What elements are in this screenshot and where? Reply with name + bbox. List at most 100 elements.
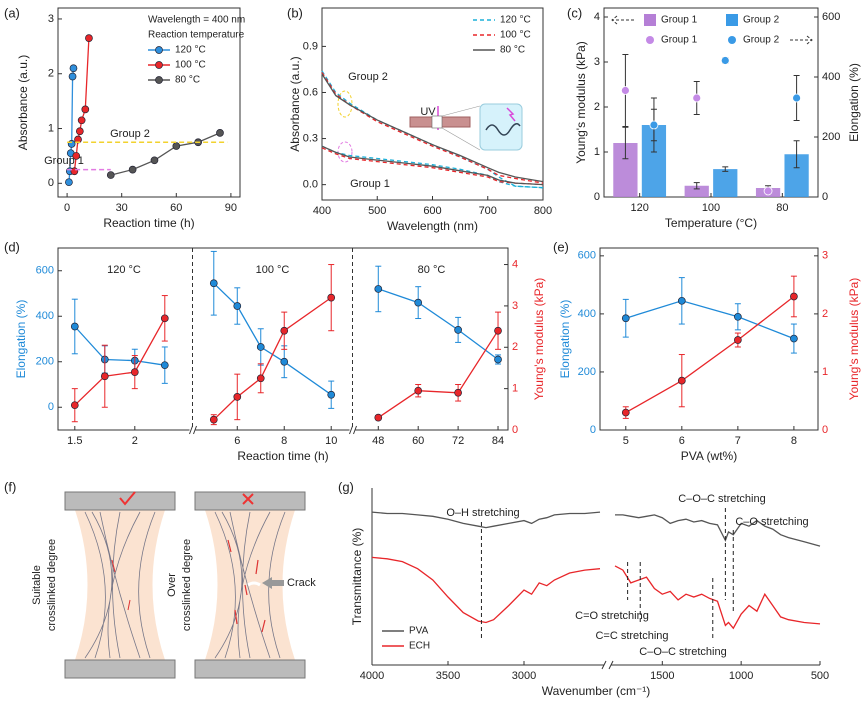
bar — [713, 169, 738, 197]
data-point — [70, 401, 79, 410]
data-point — [734, 336, 742, 344]
y-tick-label: 0 — [48, 177, 54, 189]
data-line — [74, 326, 165, 366]
data-point — [621, 86, 630, 95]
legend-marker — [155, 46, 163, 54]
x-tick-label: 48 — [372, 435, 384, 447]
data-point — [621, 314, 630, 323]
x-tick-label: 8 — [281, 435, 287, 447]
data-line — [371, 556, 821, 630]
data-point — [233, 393, 242, 401]
data-line — [377, 330, 499, 419]
y-tick-label: 0 — [512, 424, 518, 436]
data-point — [677, 296, 686, 305]
data-point — [81, 105, 90, 114]
y-axis-label: Absorbance (a.u.) — [16, 55, 30, 150]
data-line — [213, 282, 332, 396]
legend-label: 80 °C — [500, 45, 525, 56]
legend-label: PVA — [409, 626, 429, 637]
legend-label: 100 °C — [175, 60, 206, 71]
band-label: C=O stretching — [575, 610, 649, 622]
plot-frame — [599, 247, 819, 431]
x-tick-label: 2 — [132, 435, 138, 447]
y-tick-label: 4 — [594, 11, 600, 23]
annotation: Group 2 — [348, 71, 388, 83]
legend-marker — [155, 61, 163, 69]
y2-axis-label: Young's modulus (kPa) — [532, 278, 546, 401]
legend-label: 80 °C — [175, 75, 200, 86]
data-point — [494, 326, 502, 335]
legend-heading: Reaction temperature — [148, 30, 245, 41]
data-line — [321, 73, 544, 183]
data-point — [130, 368, 139, 376]
diagram-label: Crack — [287, 577, 316, 589]
band-label: O–H stretching — [446, 507, 519, 519]
x-tick-label: 500 — [368, 205, 386, 217]
data-line — [74, 317, 166, 406]
panel-label: (a) — [4, 5, 20, 20]
data-point — [150, 156, 159, 165]
panel-label: (d) — [4, 239, 20, 254]
data-point — [414, 386, 423, 395]
y-tick-label: 400 — [822, 71, 840, 83]
data-point — [649, 120, 659, 130]
x-tick-label: 72 — [452, 435, 464, 447]
reference-label: Group 2 — [110, 128, 150, 140]
band-label: C–O–C stretching — [639, 646, 726, 658]
y-tick-label: 1 — [48, 122, 54, 134]
panel-label: (e) — [553, 239, 569, 254]
x-tick-label: 10 — [325, 435, 337, 447]
axis-break — [189, 425, 193, 435]
data-point — [216, 129, 224, 137]
y-tick-label: 0 — [594, 191, 600, 203]
data-point — [67, 140, 76, 148]
data-point — [327, 390, 336, 399]
data-point — [280, 326, 289, 335]
y2-axis-label: Young's modulus (kPa) — [847, 278, 861, 401]
data-point — [68, 72, 77, 81]
data-point — [790, 334, 798, 343]
bar — [684, 185, 709, 197]
x-tick-label: 5 — [623, 435, 629, 447]
data-point — [621, 408, 630, 417]
data-point — [734, 312, 742, 321]
x-axis-label: Wavenumber (cm⁻¹) — [542, 684, 651, 698]
y-tick-label: 2 — [594, 101, 600, 113]
y2-axis-label: Elongation (%) — [847, 63, 861, 142]
data-point — [70, 167, 79, 176]
data-point — [75, 127, 84, 136]
data-point — [209, 415, 218, 424]
y-tick-label: 0.9 — [303, 40, 318, 52]
x-axis-label: Reaction time (h) — [103, 216, 194, 230]
x-tick-label: 84 — [492, 435, 504, 447]
legend-marker — [155, 76, 163, 84]
y-tick-label: 2 — [48, 68, 54, 80]
y-tick-label: 3 — [512, 300, 518, 312]
specimen-suitable — [64, 491, 176, 679]
data-point — [374, 285, 383, 293]
plot-frame — [57, 247, 509, 431]
y-tick-label: 600 — [36, 265, 54, 277]
band-label: C=C stretching — [595, 630, 668, 642]
x-tick-label: 7 — [735, 435, 741, 447]
y-tick-label: 400 — [36, 310, 54, 322]
group1-marker — [337, 141, 353, 163]
x-tick-label: 500 — [811, 670, 829, 682]
y-tick-label: 1 — [594, 146, 600, 158]
axis-gap — [349, 427, 356, 433]
data-line — [213, 297, 332, 421]
y-tick-label: 0.6 — [303, 86, 318, 98]
panel-condition: 100 °C — [256, 264, 290, 276]
data-line — [371, 511, 821, 547]
uv-inset — [409, 103, 523, 151]
y-tick-label: 0.3 — [303, 132, 318, 144]
band-label: C–O–C stretching — [678, 493, 765, 505]
reference-label: Group 1 — [44, 155, 84, 167]
y-tick-label: 1 — [512, 383, 518, 395]
legend-label: 120 °C — [175, 45, 206, 56]
legend-marker — [728, 36, 736, 44]
x-tick-label: 700 — [479, 205, 497, 217]
x-tick-label: 8 — [791, 435, 797, 447]
